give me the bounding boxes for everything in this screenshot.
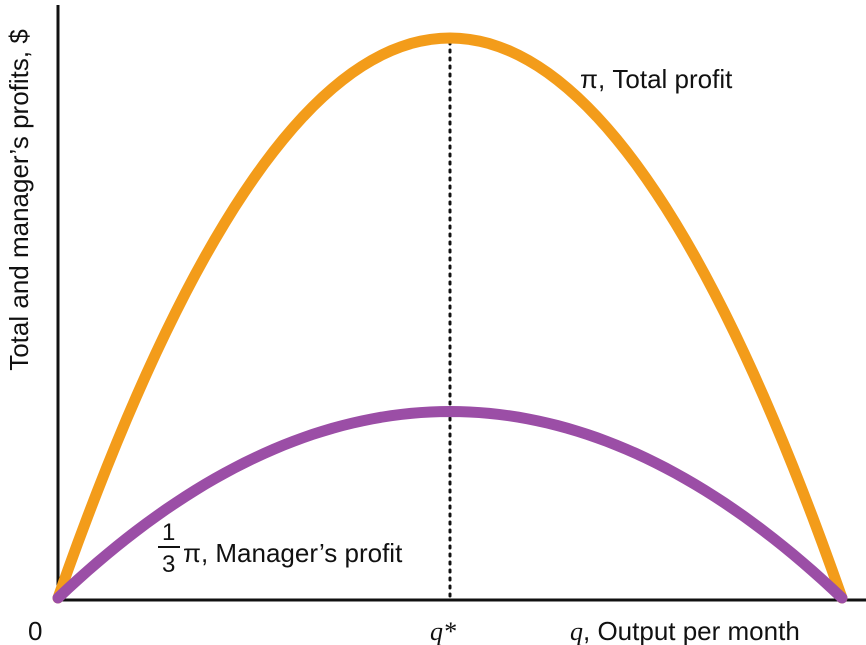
- x-tick-label-q-star: q*: [430, 617, 456, 645]
- total-profit-curve: [52, 32, 848, 604]
- x-tick-label-0: 0: [28, 616, 42, 645]
- x-axis-text: , Output per month: [583, 616, 800, 645]
- manager-profit-curve: [52, 406, 848, 604]
- fraction-numerator: 1: [162, 519, 175, 546]
- fraction-denominator: 3: [162, 551, 175, 578]
- total-profit-label: π, Total profit: [580, 64, 733, 94]
- x-axis-symbol: q: [570, 617, 583, 645]
- y-axis-label: Total and manager’s profits, $: [4, 29, 34, 371]
- x-axis-label: q, Output per month: [570, 616, 800, 645]
- manager-profit-label-group: 1 3 π, Manager’s profit: [158, 519, 403, 578]
- manager-profit-label: π, Manager’s profit: [183, 538, 403, 568]
